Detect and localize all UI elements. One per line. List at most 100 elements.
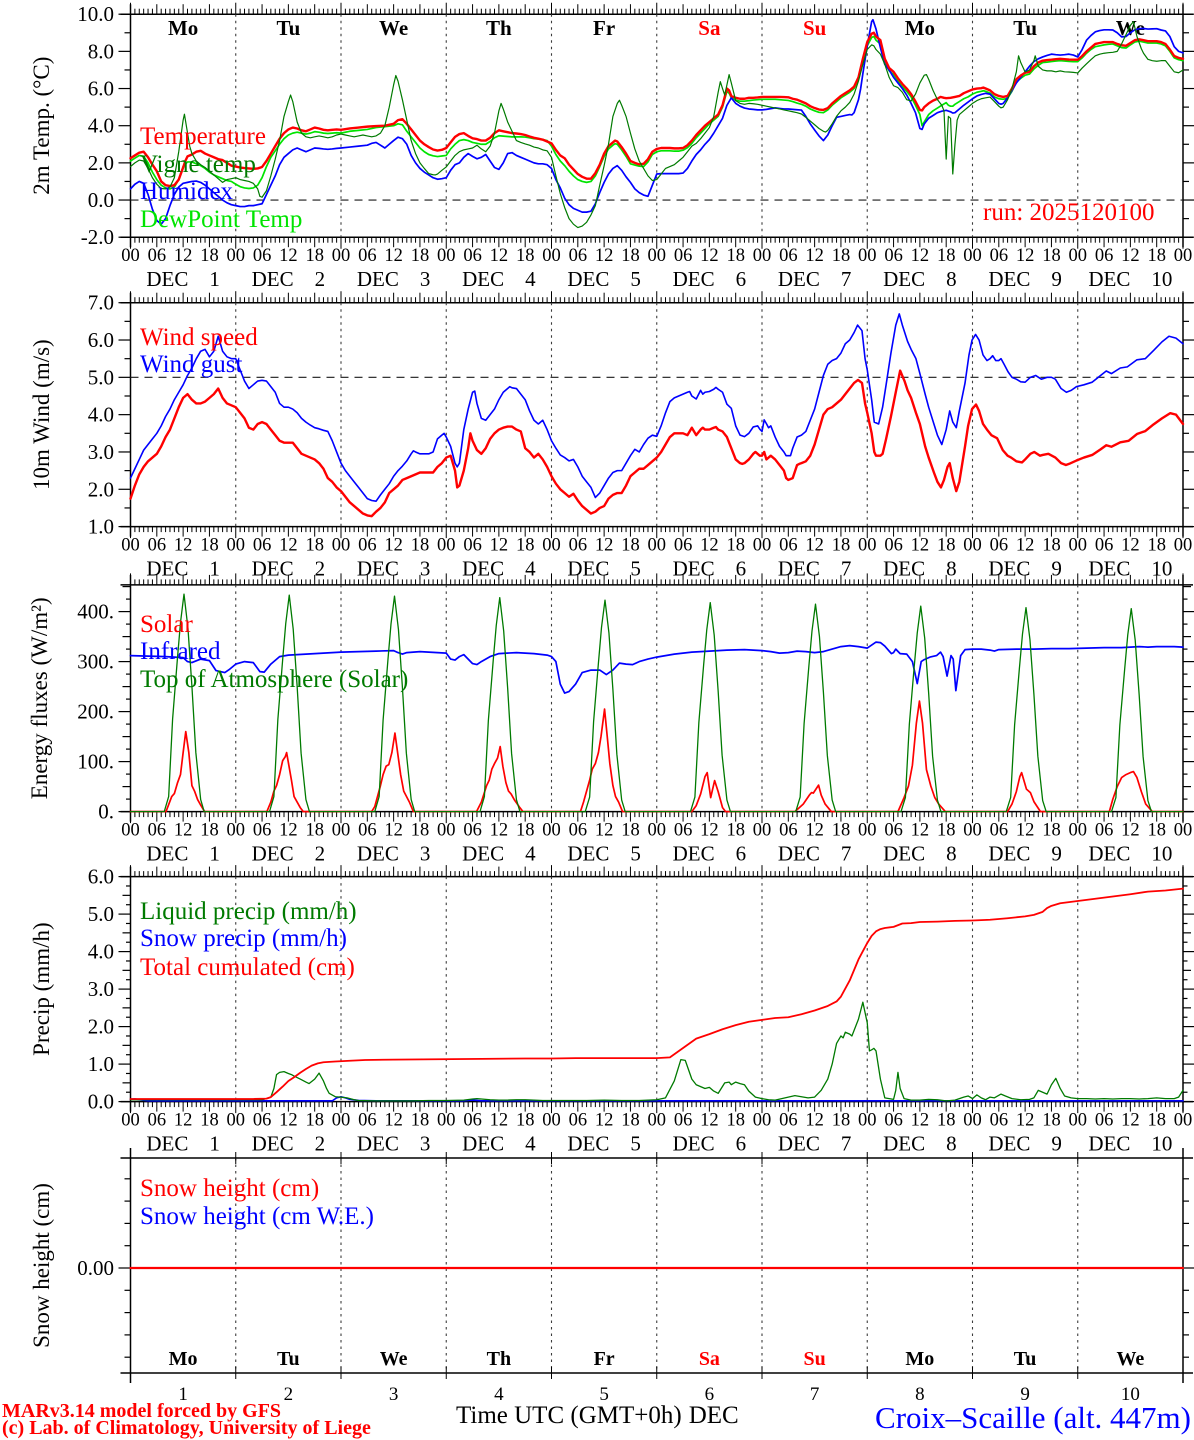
- series-temp-temperature: [129, 31, 1185, 188]
- date-label: DEC 8: [883, 1132, 957, 1156]
- hour-label: 12: [805, 1111, 824, 1131]
- hour-label: 06: [148, 1111, 167, 1131]
- hour-label: 18: [1147, 246, 1166, 266]
- hour-label: 06: [569, 246, 588, 266]
- date-label: DEC 10: [1088, 267, 1172, 291]
- hour-label: 12: [174, 1111, 193, 1131]
- date-label: DEC 1: [146, 842, 220, 866]
- hour-label: 18: [621, 536, 640, 556]
- legend-wind-speed: Wind speed: [140, 323, 258, 351]
- weekday-label-we: We: [380, 1348, 408, 1370]
- hour-label: 06: [779, 536, 798, 556]
- day-number-label: 5: [599, 1384, 609, 1405]
- time-axis-title: Time UTC (GMT+0h) DEC: [456, 1403, 739, 1428]
- y-tick-label-temp: 8.0: [88, 39, 114, 63]
- weekday-label-sa: Sa: [698, 16, 721, 40]
- hour-label: 12: [279, 246, 298, 266]
- series-wind-wind-gust: [129, 313, 1184, 503]
- hour-label: 00: [227, 1111, 246, 1131]
- legend-top-of-atmosphere: Top of Atmosphere (Solar): [140, 665, 409, 693]
- date-label: DEC 10: [1088, 1132, 1172, 1156]
- legend-liquid-precip: Liquid precip (mm/h): [140, 897, 357, 925]
- hour-label: 06: [990, 821, 1009, 841]
- hour-label: 12: [174, 246, 193, 266]
- hour-label: 18: [621, 246, 640, 266]
- y-axis-title-precip: Precip (mm/h): [29, 922, 54, 1056]
- weekday-label-sa: Sa: [699, 1348, 720, 1370]
- station-label: Croix–Scaille (alt. 447m): [875, 1399, 1191, 1435]
- hour-label: 06: [990, 1111, 1009, 1131]
- hour-label: 12: [911, 821, 930, 841]
- hour-label: 12: [805, 821, 824, 841]
- hour-label: 00: [542, 246, 561, 266]
- y-tick-label-precip: 1.0: [88, 1052, 114, 1076]
- hour-label: 06: [148, 246, 167, 266]
- hour-label: 00: [648, 536, 667, 556]
- hour-label: 12: [174, 821, 193, 841]
- y-tick-label-temp: 4.0: [88, 114, 114, 138]
- hour-label: 00: [963, 821, 982, 841]
- date-label: DEC 9: [988, 842, 1062, 866]
- hour-label: 18: [1042, 1111, 1061, 1131]
- y-tick-label-wind: 5.0: [88, 365, 114, 389]
- hour-label: 12: [384, 536, 403, 556]
- hour-label: 12: [805, 536, 824, 556]
- hour-label: 12: [279, 1111, 298, 1131]
- hour-label: 18: [621, 821, 640, 841]
- weekday-label-mo: Mo: [168, 16, 198, 40]
- series-precip-total-cumulated-cm: [129, 887, 1184, 1100]
- series-precip-liquid-precip-mm-h: [129, 1001, 1184, 1102]
- hour-label: 06: [463, 1111, 482, 1131]
- hour-label: 12: [700, 246, 719, 266]
- hour-label: 12: [595, 1111, 614, 1131]
- hour-label: 18: [1042, 821, 1061, 841]
- date-label: DEC 5: [567, 1132, 641, 1156]
- run-label: run: 2025120100: [983, 199, 1155, 226]
- hour-label: 12: [384, 1111, 403, 1131]
- date-label: DEC 2: [252, 1132, 326, 1156]
- legend-snow-precip: Snow precip (mm/h): [140, 925, 347, 953]
- weekday-label-we: We: [1116, 1348, 1144, 1370]
- weekday-label-tu: Tu: [276, 16, 300, 40]
- hour-label: 00: [858, 1111, 877, 1131]
- hour-label: 18: [1147, 821, 1166, 841]
- hour-label: 18: [200, 246, 219, 266]
- date-label: DEC 7: [778, 842, 852, 866]
- date-label: DEC 2: [252, 842, 326, 866]
- y-tick-label-temp: 0.0: [88, 188, 114, 212]
- hour-label: 18: [937, 821, 956, 841]
- series-energy-solar: [129, 700, 1184, 813]
- hour-label: 00: [858, 821, 877, 841]
- hour-label: 00: [648, 246, 667, 266]
- hour-label: 18: [200, 536, 219, 556]
- hour-label: 18: [411, 821, 430, 841]
- hour-label: 00: [227, 536, 246, 556]
- hour-label: 12: [1016, 536, 1035, 556]
- hour-label: 00: [437, 821, 456, 841]
- date-label: DEC 6: [673, 267, 747, 291]
- y-tick-label-energy: 400.: [77, 600, 114, 624]
- hour-label: 06: [253, 536, 272, 556]
- hour-label: 06: [148, 536, 167, 556]
- hour-label: 00: [542, 821, 561, 841]
- hour-label: 12: [1121, 246, 1140, 266]
- y-tick-label-temp: 6.0: [88, 77, 114, 101]
- date-label: DEC 4: [462, 1132, 536, 1156]
- hour-label: 12: [911, 1111, 930, 1131]
- y-tick-label-precip: 3.0: [88, 977, 114, 1001]
- time-axis-title-text: Time UTC (GMT+0h): [456, 1402, 682, 1429]
- date-label: DEC 2: [252, 267, 326, 291]
- y-axis-title-temp: 2m Temp. (°C): [29, 57, 54, 195]
- hour-label: 00: [753, 536, 772, 556]
- y-tick-label-wind: 4.0: [88, 403, 114, 427]
- hour-label: 00: [648, 1111, 667, 1131]
- time-axis-month: DEC: [688, 1402, 739, 1429]
- y-tick-label-energy: 100.: [77, 750, 114, 774]
- hour-label: 00: [227, 821, 246, 841]
- hour-label: 06: [674, 821, 693, 841]
- hour-label: 06: [358, 821, 377, 841]
- day-number-label: 7: [810, 1384, 820, 1405]
- hour-label: 18: [1042, 536, 1061, 556]
- hour-label: 06: [569, 1111, 588, 1131]
- weekday-label-th: Th: [486, 16, 512, 40]
